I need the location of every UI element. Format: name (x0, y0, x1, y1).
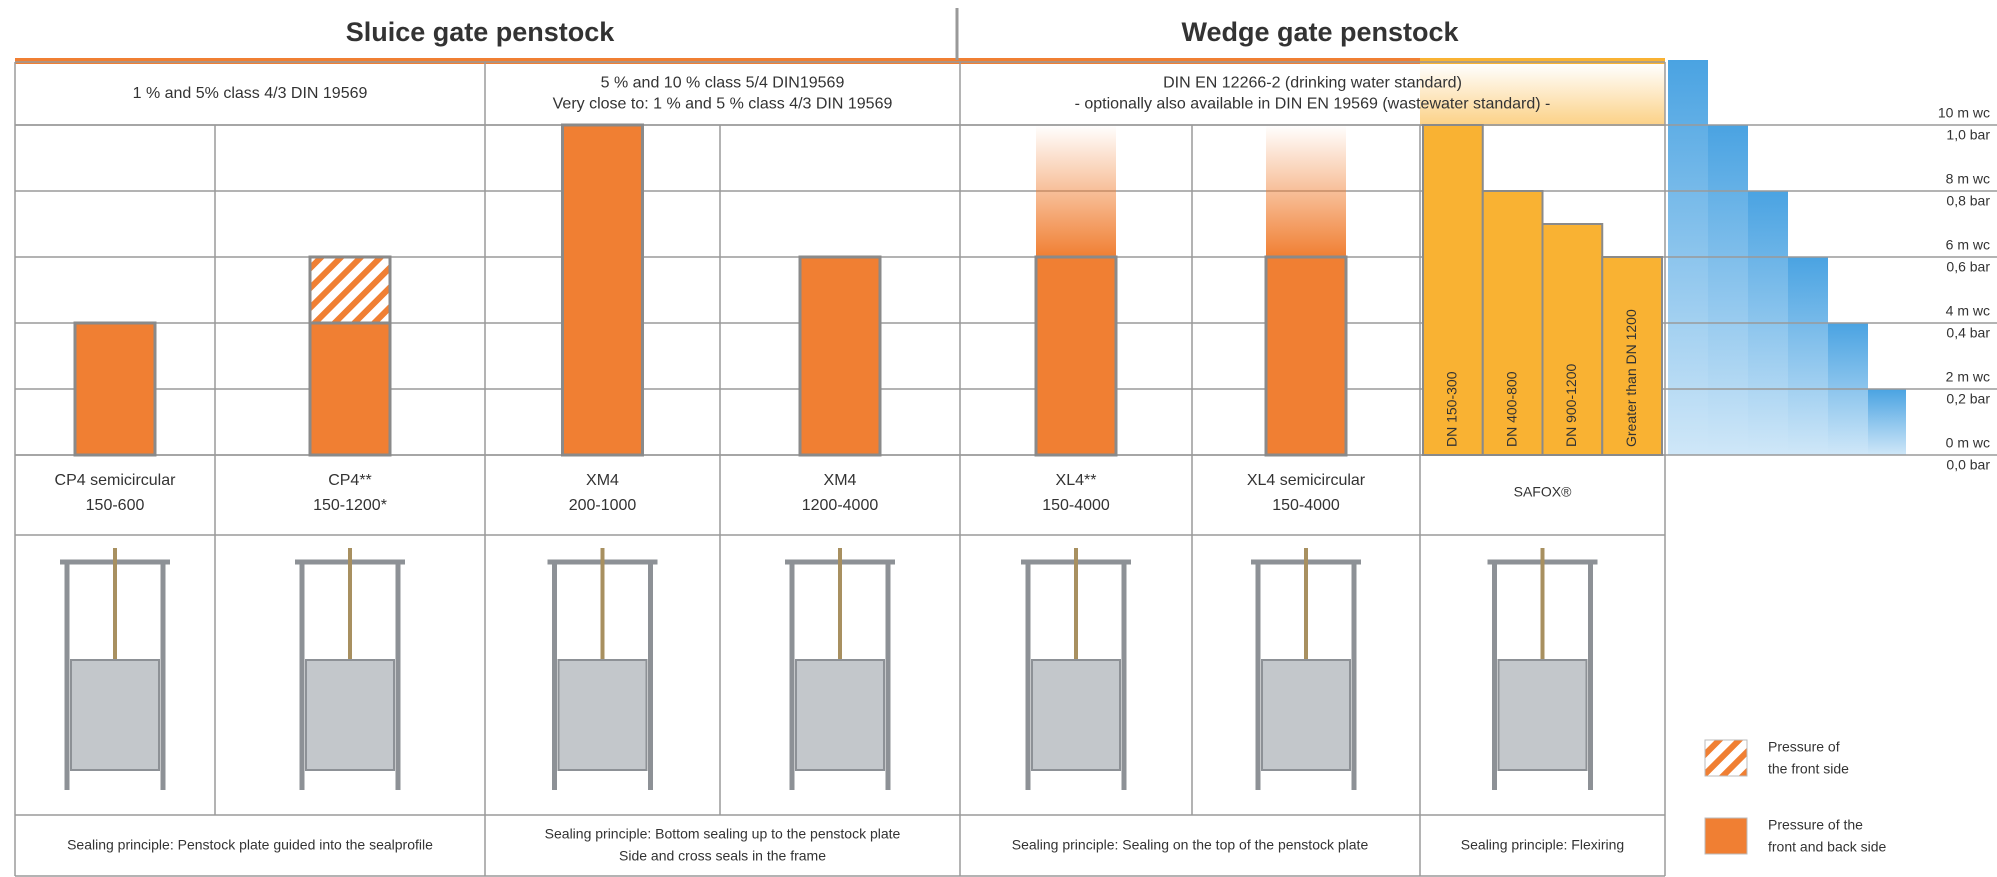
y-tick-label: 0 m wc (1946, 435, 1990, 451)
y2-tick-label: 0,0 bar (1946, 457, 1990, 473)
sub-bar (1601, 256, 1663, 456)
sealing-label: Side and cross seals in the frame (619, 848, 826, 864)
section-title: Sluice gate penstock (346, 17, 616, 47)
gate-plate (305, 659, 395, 771)
column-name: SAFOX® (1514, 484, 1572, 500)
y2-tick-label: 0,6 bar (1946, 259, 1990, 275)
sub-bar (1422, 124, 1484, 456)
legend-label: Pressure of (1768, 739, 1840, 755)
y2-tick-label: 0,8 bar (1946, 193, 1990, 209)
gate-plate (1031, 659, 1121, 771)
extended-pressure (1266, 125, 1346, 257)
legend-label: Pressure of the (1768, 817, 1863, 833)
gate-plate (557, 659, 648, 771)
sub-bar-label: DN 900-1200 (1563, 364, 1579, 447)
legend-label: the front side (1768, 761, 1849, 777)
legend-swatch (1704, 739, 1748, 777)
column-range: 150-4000 (1272, 497, 1340, 514)
column-name: CP4 semicircular (55, 472, 177, 489)
gate-plate (1261, 659, 1351, 771)
standard-label: 1 % and 5% class 4/3 DIN 19569 (133, 85, 368, 102)
gate-plate (795, 659, 885, 771)
column-range: 200-1000 (569, 497, 637, 514)
y2-tick-label: 1,0 bar (1946, 127, 1990, 143)
sub-bar-label: DN 400-800 (1503, 371, 1519, 447)
column-range: 150-1200* (313, 497, 387, 514)
standard-label: DIN EN 12266-2 (drinking water standard) (1163, 75, 1462, 92)
section-title: Wedge gate penstock (1181, 17, 1459, 47)
column-range: 150-4000 (1042, 497, 1110, 514)
gate-plate (1497, 659, 1588, 771)
header-band (1420, 58, 1665, 64)
column-range: 1200-4000 (802, 497, 879, 514)
column-name: XL4 semicircular (1247, 472, 1366, 489)
front-pressure (308, 255, 392, 325)
sub-bar-label: DN 150-300 (1444, 371, 1460, 447)
extended-pressure (1036, 125, 1116, 257)
standard-label: 5 % and 10 % class 5/4 DIN19569 (601, 75, 845, 92)
column-name: XL4** (1056, 472, 1097, 489)
y2-tick-label: 0,2 bar (1946, 391, 1990, 407)
legend-label: front and back side (1768, 839, 1887, 855)
y-tick-label: 2 m wc (1946, 369, 1990, 385)
sub-bar (1481, 190, 1544, 456)
sealing-label: Sealing principle: Penstock plate guided… (67, 837, 433, 853)
bar (1034, 255, 1118, 457)
y2-tick-label: 0,4 bar (1946, 325, 1990, 341)
column-name: XM4 (586, 472, 619, 489)
sealing-label: Sealing principle: Bottom sealing up to … (545, 826, 901, 842)
bar (308, 321, 392, 457)
sealing-label: Sealing principle: Flexiring (1461, 837, 1624, 853)
y-tick-label: 8 m wc (1946, 171, 1990, 187)
bar (798, 255, 882, 457)
column-name: CP4** (328, 472, 372, 489)
sub-bar-label: Greater than DN 1200 (1623, 309, 1639, 447)
header-band (15, 58, 1420, 64)
chart-layer: Sluice gate penstock Wedge gate penstock 0… (14, 17, 1997, 877)
bar (1264, 255, 1348, 457)
bar (561, 123, 644, 457)
bar (73, 321, 157, 457)
gate-plate (70, 659, 160, 771)
yellow-fade (1420, 64, 1665, 126)
column-range: 150-600 (86, 497, 145, 514)
column-name: XM4 (824, 472, 857, 489)
standard-label: - optionally also available in DIN EN 19… (1075, 96, 1551, 113)
standard-label: Very close to: 1 % and 5 % class 4/3 DIN… (553, 96, 893, 113)
legend-swatch (1704, 817, 1748, 855)
sealing-label: Sealing principle: Sealing on the top of… (1012, 837, 1369, 853)
y-tick-label: 10 m wc (1938, 105, 1990, 121)
y-tick-label: 6 m wc (1946, 237, 1990, 253)
y-tick-label: 4 m wc (1946, 303, 1990, 319)
